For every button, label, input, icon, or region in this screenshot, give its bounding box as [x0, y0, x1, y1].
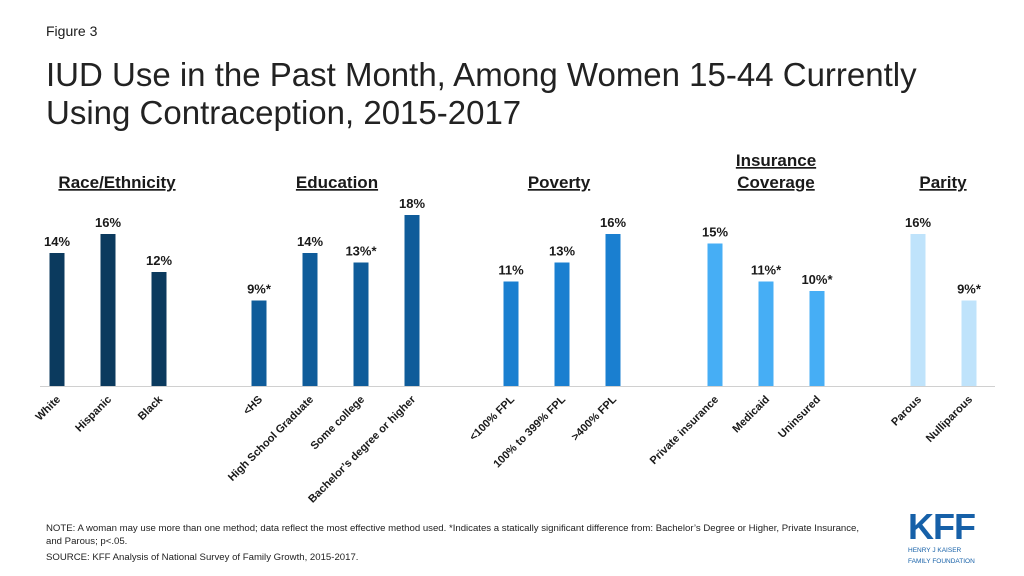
category-label: <HS [241, 394, 265, 418]
bar [809, 291, 825, 386]
category-label: Nulliparous [924, 394, 975, 445]
data-label: 15% [702, 225, 728, 240]
data-label: 14% [297, 234, 323, 249]
group-title: Poverty [528, 173, 591, 192]
bar [758, 281, 774, 386]
logo-mark: KFF [908, 506, 976, 547]
data-label: 14% [44, 234, 70, 249]
category-label: Black [136, 393, 166, 423]
bar [49, 253, 65, 386]
group-title: Education [296, 173, 378, 192]
data-label: 18% [399, 196, 425, 211]
bar [151, 272, 167, 386]
bar [503, 281, 519, 386]
category-label: Private insurance [648, 394, 721, 467]
category-label: Uninsured [776, 394, 823, 441]
category-label: Hispanic [73, 394, 114, 435]
logo-line-2: FAMILY FOUNDATION [908, 558, 975, 565]
category-label: High School Graduate [226, 394, 316, 484]
bar [251, 300, 267, 386]
source-note: SOURCE: KFF Analysis of National Survey … [46, 552, 359, 563]
bar [302, 253, 318, 386]
data-label: 13% [549, 244, 575, 259]
category-label: >400% FPL [569, 393, 619, 443]
data-label: 13%* [345, 244, 377, 259]
bar [707, 243, 723, 386]
category-label: Some college [308, 394, 367, 453]
bar [100, 234, 116, 386]
data-label: 16% [600, 215, 626, 230]
bar [353, 262, 369, 386]
data-label: 16% [95, 215, 121, 230]
data-label: 10%* [801, 272, 833, 287]
group-title: Coverage [737, 173, 814, 192]
group-title: Insurance [736, 151, 816, 170]
data-label: 11%* [751, 263, 782, 278]
bar [554, 262, 570, 386]
category-label: Bachelor’s degree or higher [306, 393, 418, 505]
data-label: 9%* [957, 282, 982, 297]
kff-logo: KFF HENRY J KAISER FAMILY FOUNDATION [908, 506, 988, 566]
category-label: Parous [889, 394, 924, 429]
group-title: Parity [919, 173, 967, 192]
figure-label: Figure 3 [46, 23, 98, 39]
footnote: NOTE: A woman may use more than one meth… [46, 523, 860, 547]
data-label: 12% [146, 253, 172, 268]
bar-chart: Race/Ethnicity 14% White 16% Hispanic 12% Blac… [33, 151, 995, 505]
logo-line-1: HENRY J KAISER [908, 547, 962, 554]
category-label: <100% FPL [467, 393, 517, 443]
data-label: 11% [498, 263, 524, 278]
category-label: White [33, 394, 63, 424]
category-label: Medicaid [730, 394, 772, 436]
data-label: 9%* [247, 282, 272, 297]
bar [910, 234, 926, 386]
group-title: Race/Ethnicity [58, 173, 176, 192]
data-label: 16% [905, 215, 931, 230]
bar [961, 300, 977, 386]
bar [404, 215, 420, 386]
chart-title: IUD Use in the Past Month, Among Women 1… [46, 56, 917, 131]
bar [605, 234, 621, 386]
